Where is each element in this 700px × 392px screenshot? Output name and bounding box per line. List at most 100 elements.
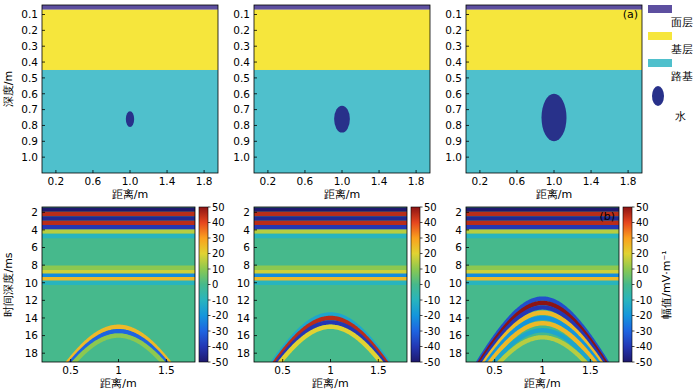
reflection: [42, 207, 195, 211]
y-tick-label: 0.4: [233, 56, 250, 68]
x-tick: [118, 359, 119, 362]
colorbar-tick: [420, 269, 423, 270]
reflection: [466, 216, 619, 220]
y-tick-label: 14: [449, 312, 463, 324]
colorbar-tick-label: -40: [424, 341, 440, 352]
x-tick-label: 1.0: [334, 175, 351, 187]
y-tick-label: 0.5: [233, 72, 250, 84]
y-tick: [42, 30, 45, 31]
water: [126, 111, 134, 127]
layer: [254, 70, 430, 173]
y-tick-label: 6: [243, 241, 250, 253]
x-tick-label: 1.0: [546, 175, 563, 187]
y-tick-label: 12: [449, 294, 462, 306]
y-tick-label: 1.0: [233, 151, 250, 163]
y-tick: [42, 265, 45, 266]
reflection: [254, 234, 407, 238]
y-tick-label: 0.7: [233, 103, 250, 115]
reflection: [254, 281, 407, 285]
y-tick: [254, 14, 257, 15]
x-tick-label: 1.0: [122, 175, 139, 187]
reflection: [42, 229, 195, 233]
y-tick-label: 0.9: [21, 135, 38, 147]
model-area: [42, 5, 218, 173]
plot-frame: [254, 5, 430, 173]
colorbar-tick-label: 0: [424, 279, 430, 290]
reflection: [42, 216, 195, 220]
colorbar-tick: [420, 284, 423, 285]
colorbar: [623, 207, 632, 362]
reflection: [254, 266, 407, 270]
x-tick: [590, 359, 591, 362]
colorbar-tick: [208, 315, 211, 316]
y-tick: [42, 141, 45, 142]
y-tick-label: 16: [25, 329, 39, 341]
y-tick: [466, 265, 469, 266]
y-tick: [42, 212, 45, 213]
diffraction-hyperbola: [254, 327, 407, 362]
y-tick-label: 0.3: [233, 40, 250, 52]
x-axis-label: 距离/m: [312, 377, 348, 390]
colorbar-tick-label: 10: [212, 264, 225, 275]
colorbar-tick: [632, 238, 635, 239]
y-tick-label: 0.1: [445, 8, 462, 20]
panel-label: (b): [599, 210, 615, 223]
colorbar-tick: [420, 362, 423, 363]
y-tick: [466, 93, 469, 94]
x-axis-label: 距离/m: [112, 188, 148, 201]
y-tick: [254, 46, 257, 47]
x-tick-label: 0.6: [85, 175, 102, 187]
colorbar-tick-label: 20: [636, 248, 649, 259]
y-tick-label: 0.7: [21, 103, 38, 115]
y-tick: [42, 14, 45, 15]
y-tick-label: 1.0: [21, 151, 38, 163]
y-tick: [42, 77, 45, 78]
y-tick-label: 8: [455, 259, 462, 271]
colorbar-tick-label: 50: [636, 202, 649, 213]
y-tick-label: 2: [455, 206, 462, 218]
y-tick: [254, 353, 257, 354]
y-tick: [466, 30, 469, 31]
colorbar-tick: [420, 331, 423, 332]
y-tick-label: 18: [449, 347, 462, 359]
y-tick-label: 0.9: [445, 135, 462, 147]
x-tick: [282, 359, 283, 362]
diffraction-hyperbola: [466, 337, 619, 362]
y-tick: [254, 125, 257, 126]
colorbar-tick: [420, 222, 423, 223]
legend-label: 路基: [671, 70, 693, 83]
x-tick: [378, 359, 379, 362]
colorbar-tick: [208, 222, 211, 223]
colorbar-tick: [208, 284, 211, 285]
y-tick: [466, 62, 469, 63]
y-tick: [466, 300, 469, 301]
reflection: [466, 207, 619, 211]
x-tick: [55, 170, 56, 173]
colorbar-tick: [420, 346, 423, 347]
colorbar-tick: [208, 331, 211, 332]
layer: [466, 70, 642, 173]
colorbar-tick-label: -30: [212, 326, 228, 337]
y-tick: [466, 141, 469, 142]
colorbar-tick: [420, 238, 423, 239]
y-tick-label: 16: [449, 329, 463, 341]
y-tick-label: 0.3: [21, 40, 38, 52]
x-tick-label: 1: [115, 364, 122, 376]
diffraction-hyperbola: [466, 330, 619, 362]
y-tick: [466, 317, 469, 318]
colorbar-tick: [632, 315, 635, 316]
reflection: [466, 234, 619, 238]
colorbar-tick-label: 40: [424, 217, 437, 228]
colorbar-tick: [420, 315, 423, 316]
y-tick-label: 6: [31, 241, 38, 253]
y-tick-label: 0.6: [233, 88, 250, 100]
y-tick: [254, 77, 257, 78]
y-tick-label: 0.9: [233, 135, 250, 147]
x-tick-label: 0.2: [260, 175, 277, 187]
reflection: [254, 221, 407, 225]
y-axis-label: 时间深度/ms: [2, 252, 15, 316]
x-tick: [130, 170, 131, 173]
y-tick: [42, 229, 45, 230]
x-tick: [304, 170, 305, 173]
colorbar-tick: [632, 253, 635, 254]
